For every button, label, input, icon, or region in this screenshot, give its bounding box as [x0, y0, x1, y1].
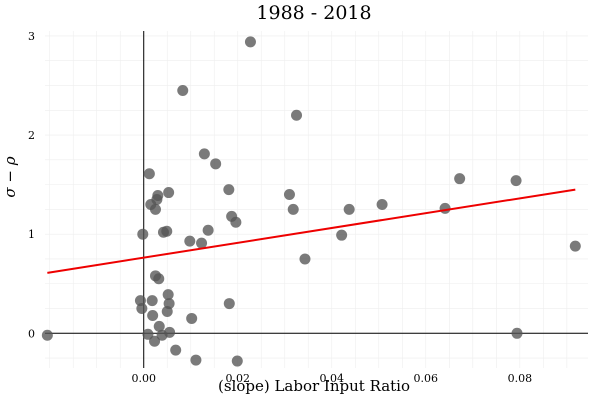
y-axis-label: σ − ρ — [1, 156, 19, 197]
data-point — [147, 309, 159, 321]
data-points — [41, 36, 581, 367]
data-point — [153, 320, 165, 332]
data-point — [143, 168, 155, 180]
data-point — [230, 216, 242, 228]
data-point — [299, 253, 311, 265]
data-point — [136, 303, 148, 315]
data-point — [184, 235, 196, 247]
data-point — [287, 203, 299, 215]
data-point — [163, 187, 175, 199]
data-point — [196, 237, 208, 249]
data-point — [202, 224, 214, 236]
x-tick-label: 0.06 — [414, 372, 439, 385]
y-tick-label: 2 — [28, 129, 35, 142]
data-point — [186, 312, 198, 324]
data-point — [231, 355, 243, 367]
data-point — [137, 228, 149, 240]
data-point — [149, 335, 161, 347]
chart-title: 1988 - 2018 — [256, 2, 371, 24]
data-point — [161, 225, 173, 237]
data-point — [223, 184, 235, 196]
data-point — [153, 273, 165, 285]
data-point — [146, 295, 158, 307]
data-point — [223, 298, 235, 310]
fit-line — [47, 188, 576, 274]
y-tick-label: 0 — [28, 327, 35, 340]
y-tick-label: 1 — [28, 228, 35, 241]
data-point — [510, 175, 522, 187]
data-point — [454, 173, 466, 185]
fit-line-group — [47, 188, 576, 274]
data-point — [164, 326, 176, 338]
data-point — [149, 203, 161, 215]
x-tick-label: 0.02 — [226, 372, 251, 385]
data-point — [177, 84, 189, 96]
data-point — [142, 328, 154, 340]
tick-labels: 0.00 0.02 0.04 0.06 0.08 0 1 2 3 — [28, 30, 532, 385]
data-point — [376, 198, 388, 210]
data-point — [336, 229, 348, 241]
x-tick-label: 0.08 — [508, 372, 533, 385]
data-point — [41, 329, 53, 341]
data-point — [162, 289, 174, 301]
data-point — [152, 190, 164, 202]
y-tick-label: 3 — [28, 30, 35, 43]
data-point — [163, 298, 175, 310]
data-point — [439, 202, 451, 214]
data-point — [291, 109, 303, 121]
x-axis-label: (slope) Labor Input Ratio — [218, 377, 410, 395]
data-point — [283, 189, 295, 201]
x-tick-label: 0.00 — [131, 372, 156, 385]
data-point — [343, 203, 355, 215]
data-point — [511, 327, 523, 339]
data-point — [198, 148, 210, 160]
data-point — [210, 158, 222, 170]
data-point — [569, 240, 581, 252]
x-tick-label: 0.04 — [320, 372, 345, 385]
data-point — [244, 36, 256, 48]
data-point — [190, 354, 202, 366]
data-point — [170, 344, 182, 356]
